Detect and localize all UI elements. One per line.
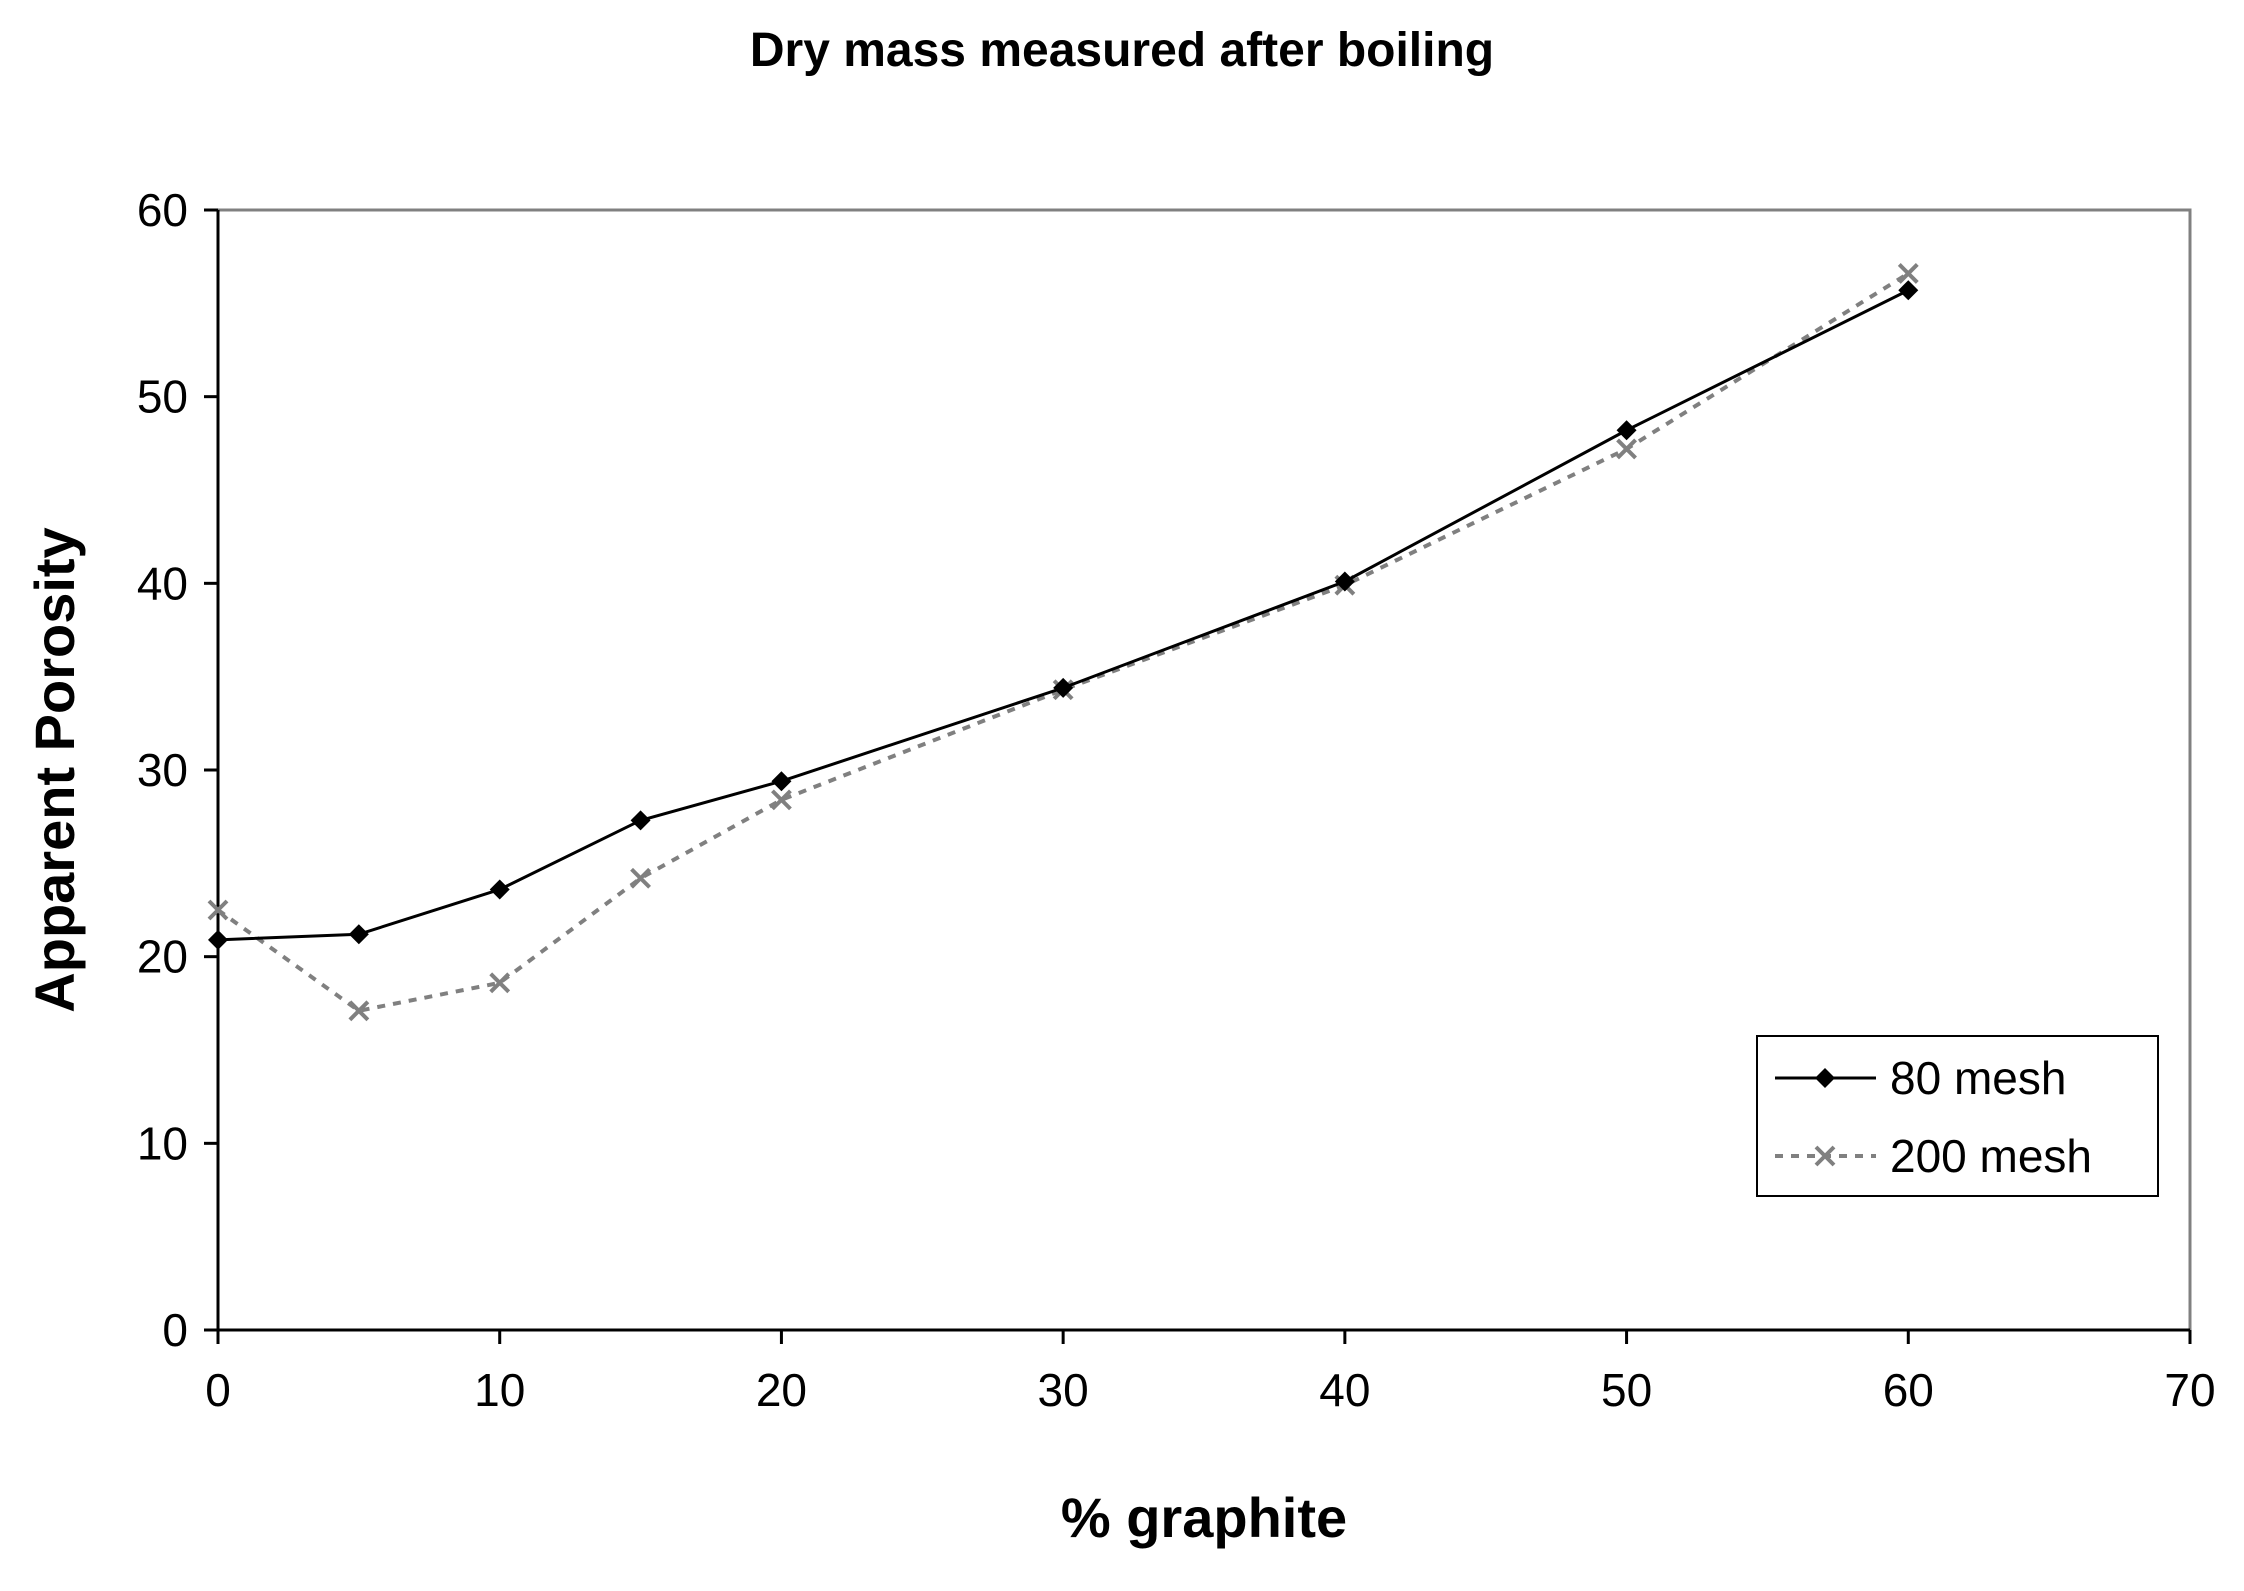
series-80-mesh (208, 280, 1919, 950)
x-tick-label: 0 (205, 1364, 231, 1416)
x-tick-label: 40 (1319, 1364, 1370, 1416)
y-tick-label: 50 (137, 371, 188, 423)
x-tick-label: 60 (1883, 1364, 1934, 1416)
data-point-200-mesh (489, 972, 511, 994)
y-axis-ticks: 0 10 20 30 40 50 60 (137, 184, 218, 1356)
y-tick-label: 0 (162, 1304, 188, 1356)
series-200-mesh (207, 263, 1919, 1022)
data-point-80-mesh (489, 879, 510, 900)
x-tick-label: 10 (474, 1364, 525, 1416)
y-tick-label: 40 (137, 557, 188, 609)
data-point-80-mesh (348, 924, 369, 945)
series-layer (207, 263, 1919, 1022)
data-point-80-mesh (1053, 677, 1074, 698)
chart-title: Dry mass measured after boiling (750, 24, 1494, 77)
data-point-200-mesh (207, 899, 229, 921)
data-point-80-mesh (208, 929, 228, 950)
x-tick-label: 30 (1038, 1364, 1089, 1416)
x-axis-label: % graphite (1061, 1486, 1347, 1549)
y-tick-label: 20 (137, 931, 188, 983)
x-tick-label: 50 (1601, 1364, 1652, 1416)
data-point-80-mesh (1616, 420, 1637, 441)
data-point-80-mesh (771, 771, 792, 792)
data-point-80-mesh (1334, 571, 1355, 592)
legend-items (1775, 1068, 1876, 1167)
data-point-200-mesh (348, 1000, 370, 1022)
y-axis-label: Apparent Porosity (23, 527, 86, 1012)
y-tick-label: 10 (137, 1117, 188, 1169)
data-point-200-mesh (771, 789, 792, 811)
legend-box (1756, 1035, 2159, 1197)
legend-label-200-mesh: 200 mesh (1890, 1130, 2092, 1182)
legend-label-80-mesh: 80 mesh (1890, 1052, 2066, 1104)
y-tick-label: 30 (137, 744, 188, 796)
x-axis-ticks: 0 10 20 30 40 50 60 70 (205, 1330, 2216, 1416)
legend: 80 mesh 200 mesh (1756, 1035, 2159, 1197)
data-point-80-mesh (630, 810, 651, 831)
y-tick-label: 60 (137, 184, 188, 236)
legend-marker-200-mesh (1814, 1145, 1836, 1167)
data-point-200-mesh (1897, 263, 1919, 284)
data-point-80-mesh (1898, 280, 1919, 301)
x-tick-label: 20 (756, 1364, 807, 1416)
data-point-200-mesh (630, 867, 651, 889)
x-tick-label: 70 (2164, 1364, 2215, 1416)
legend-marker-80-mesh (1815, 1068, 1835, 1088)
data-point-200-mesh (1616, 438, 1637, 460)
